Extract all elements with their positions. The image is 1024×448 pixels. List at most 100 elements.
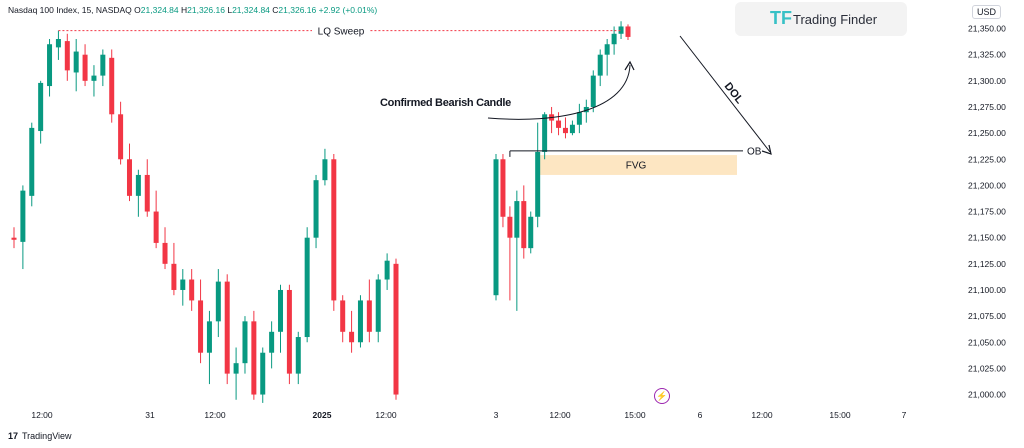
price-tick-label: 21,225.00: [968, 154, 1006, 164]
candle-body: [82, 54, 88, 81]
price-tick-label: 21,075.00: [968, 311, 1006, 321]
price-tick-label: 21,125.00: [968, 259, 1006, 269]
brand-name: Trading Finder: [793, 12, 878, 27]
candle-body: [251, 321, 257, 395]
trading-finder-logo-icon: TF: [770, 8, 792, 28]
candle-body: [118, 114, 124, 160]
candle-body: [576, 112, 582, 125]
candle-body: [322, 159, 328, 181]
tradingview-icon: 17: [8, 431, 19, 441]
price-tick-label: 21,300.00: [968, 76, 1006, 86]
time-tick-label: 15:00: [624, 410, 646, 420]
candle-body: [198, 300, 204, 353]
fvg-zone: [535, 155, 737, 175]
price-tick-label: 21,250.00: [968, 128, 1006, 138]
candle-body: [604, 44, 610, 55]
price-tick-label: 21,350.00: [968, 24, 1006, 34]
candle-body: [507, 216, 513, 238]
candle-body: [91, 75, 97, 81]
candle-body: [313, 180, 319, 238]
candle-body: [260, 352, 266, 395]
candle-body: [542, 114, 548, 152]
time-tick-label: 31: [145, 410, 155, 420]
candle-body: [556, 120, 562, 128]
candle-body: [521, 201, 527, 249]
candle-body: [189, 279, 195, 301]
footer-brand-name: TradingView: [22, 431, 72, 441]
candle-body: [375, 279, 381, 332]
candle-body: [109, 57, 115, 115]
time-tick-label: 12:00: [31, 410, 53, 420]
dol-label: DOL: [722, 80, 746, 106]
time-tick-label: 12:00: [751, 410, 773, 420]
candle-body: [206, 321, 212, 353]
close-label: C: [272, 5, 279, 15]
candle-body: [233, 363, 239, 374]
candle-body: [340, 300, 346, 332]
candle-body: [171, 263, 177, 290]
time-tick-label: 12:00: [375, 410, 397, 420]
candle-body: [611, 33, 617, 45]
price-tick-label: 21,175.00: [968, 207, 1006, 217]
dol-arrow: [679, 35, 771, 153]
low-label: L: [227, 5, 233, 15]
candle-body: [366, 300, 372, 332]
high-value: 21,326.16: [187, 5, 225, 15]
footer-brand: 17 TradingView: [8, 431, 72, 441]
time-tick-label: 15:00: [829, 410, 851, 420]
lq-sweep-label: LQ Sweep: [318, 27, 365, 38]
candle-body: [269, 331, 275, 353]
candle-body: [583, 106, 589, 113]
candle-body: [357, 300, 363, 343]
candle-body: [393, 263, 399, 395]
currency-selector[interactable]: USD: [972, 5, 1002, 19]
time-tick-label: 3: [494, 410, 499, 420]
fvg-label: FVG: [626, 161, 647, 172]
candle-body: [11, 237, 17, 240]
candle-body: [100, 54, 106, 76]
candle-body: [286, 289, 292, 374]
candle-body: [278, 289, 284, 332]
time-tick-label: 2025: [313, 410, 332, 420]
brand-watermark: [735, 2, 907, 36]
candle-body: [500, 159, 506, 217]
candle-body: [597, 54, 603, 76]
candle-body: [242, 321, 248, 364]
dol-arrowhead: [761, 144, 772, 155]
candle-body: [384, 260, 390, 280]
price-tick-label: 21,150.00: [968, 233, 1006, 243]
candle-body: [64, 41, 70, 71]
low-value: 21,324.84: [232, 5, 270, 15]
open-label: O: [134, 5, 141, 15]
candle-body: [29, 127, 35, 196]
time-tick-label: 6: [698, 410, 703, 420]
ob-label: OB: [747, 146, 762, 157]
price-tick-label: 21,000.00: [968, 390, 1006, 400]
lightning-event-icon[interactable]: ⚡: [654, 388, 670, 404]
candle-body: [180, 279, 186, 290]
candle-body: [562, 127, 568, 134]
close-value: 21,326.16: [278, 5, 317, 15]
candle-body: [215, 281, 221, 322]
time-tick-label: 12:00: [204, 410, 226, 420]
candle-body: [625, 26, 631, 37]
candle-body: [331, 159, 337, 301]
candle-body: [126, 159, 132, 196]
confirmed-bearish-label: Confirmed Bearish Candle: [380, 97, 511, 109]
candle-body: [20, 190, 26, 242]
price-tick-label: 21,050.00: [968, 337, 1006, 347]
candle-body: [618, 26, 624, 34]
candle-body: [144, 174, 150, 212]
candle-body: [55, 39, 61, 48]
confirmed-curve-arrow: [487, 64, 631, 120]
candle-body: [514, 201, 520, 238]
candle-body: [304, 237, 310, 338]
candle-body: [153, 211, 159, 243]
candle-body: [47, 44, 53, 87]
candle-body: [135, 174, 141, 196]
candle-body: [38, 82, 44, 132]
time-tick-label: 12:00: [549, 410, 571, 420]
price-tick-label: 21,025.00: [968, 363, 1006, 373]
price-tick-label: 21,275.00: [968, 102, 1006, 112]
